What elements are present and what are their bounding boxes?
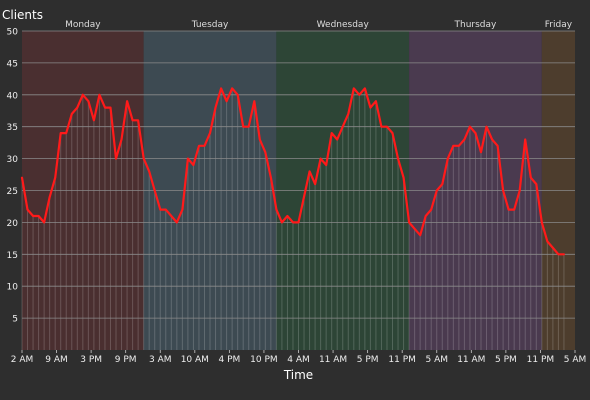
x-tick-label: 11 AM <box>319 355 347 365</box>
x-tick-label: 10 AM <box>181 355 209 365</box>
y-tick-label: 45 <box>7 59 18 69</box>
labels: Monday Tuesday Wednesday Thursday Friday 5 10 1… <box>2 8 586 382</box>
y-tick-label: 15 <box>7 251 18 261</box>
x-tick-label: 5 PM <box>357 355 379 365</box>
x-tick-label: 4 PM <box>218 355 240 365</box>
x-tick-label: 5 AM <box>564 355 587 365</box>
x-tick-label: 11 PM <box>388 355 416 365</box>
y-tick-label: 20 <box>7 219 19 229</box>
day-label-tuesday: Tuesday <box>191 20 229 30</box>
y-tick-label: 5 <box>12 315 18 325</box>
day-label-thursday: Thursday <box>454 20 498 30</box>
x-tick-label: 2 AM <box>11 355 34 365</box>
x-tick-label: 3 PM <box>80 355 102 365</box>
y-tick-label: 50 <box>7 28 19 38</box>
y-tick-label: 10 <box>7 283 19 293</box>
x-tick-label: 3 AM <box>149 355 172 365</box>
grid <box>21 30 576 353</box>
x-tick-label: 9 AM <box>45 355 68 365</box>
x-tick-label: 5 PM <box>495 355 517 365</box>
x-tick-label: 10 PM <box>250 355 278 365</box>
day-label-friday: Friday <box>545 20 573 30</box>
y-tick-label: 25 <box>7 187 18 197</box>
x-tick-label: 5 AM <box>425 355 448 365</box>
x-tick-label: 11 PM <box>527 355 555 365</box>
x-tick-label: 11 AM <box>457 355 485 365</box>
series-line-clients <box>20 87 565 256</box>
y-tick-label: 40 <box>7 91 19 101</box>
y-tick-label: 30 <box>7 155 19 165</box>
day-label-monday: Monday <box>65 20 101 30</box>
series-layer <box>20 87 565 256</box>
y-axis-title: Clients <box>2 8 43 22</box>
x-tick-label: 9 PM <box>115 355 137 365</box>
x-tick-label: 4 AM <box>287 355 310 365</box>
day-label-wednesday: Wednesday <box>317 20 370 30</box>
y-tick-label: 35 <box>7 123 18 133</box>
x-axis-title: Time <box>283 368 313 382</box>
